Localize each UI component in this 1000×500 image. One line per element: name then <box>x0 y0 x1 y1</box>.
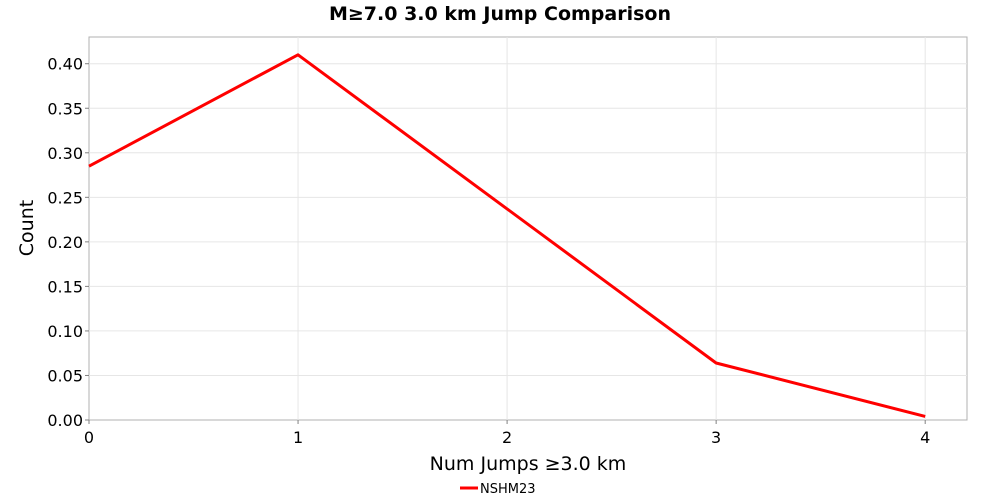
y-tick-label: 0.10 <box>47 322 83 341</box>
legend-label-nshm23: NSHM23 <box>480 482 536 497</box>
x-tick-label: 0 <box>84 428 94 447</box>
y-axis-ticks: 0.00 0.05 0.10 0.15 0.20 0.25 0.30 0.35 0.40 <box>47 55 89 430</box>
x-tick-label: 4 <box>920 428 930 447</box>
chart-title: M≥7.0 3.0 km Jump Comparison <box>329 3 671 25</box>
plot-area <box>88 36 968 421</box>
legend: NSHM23 <box>460 482 536 497</box>
y-tick-label: 0.20 <box>47 233 83 252</box>
y-tick-label: 0.00 <box>47 411 83 430</box>
y-tick-label: 0.30 <box>47 144 83 163</box>
y-tick-label: 0.15 <box>47 277 83 296</box>
y-axis-label: Count <box>16 200 38 256</box>
x-tick-label: 3 <box>711 428 721 447</box>
x-axis-ticks: 0 1 2 3 4 <box>84 420 930 447</box>
series-layer <box>88 53 926 418</box>
y-tick-label: 0.05 <box>47 366 83 385</box>
y-tick-label: 0.35 <box>47 99 83 118</box>
y-tick-label: 0.25 <box>47 188 83 207</box>
grid-lines <box>89 37 967 420</box>
x-tick-label: 2 <box>502 428 512 447</box>
y-tick-label: 0.40 <box>47 55 83 74</box>
x-axis-label: Num Jumps ≥3.0 km <box>430 453 627 475</box>
x-tick-label: 1 <box>293 428 303 447</box>
